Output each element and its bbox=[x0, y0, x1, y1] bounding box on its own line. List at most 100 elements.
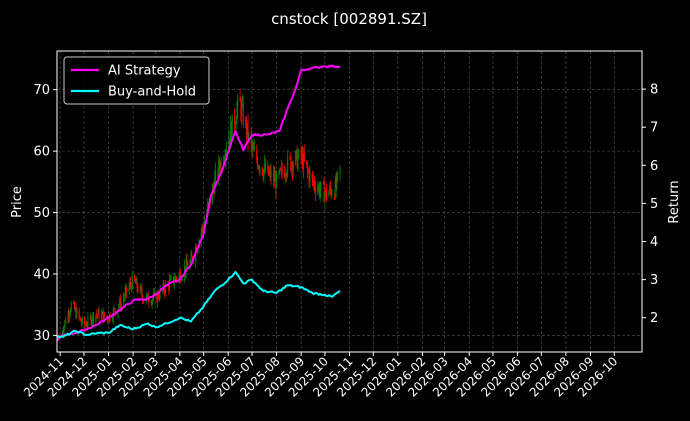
candle-body bbox=[69, 310, 71, 314]
candle-body bbox=[91, 320, 93, 324]
candle-body bbox=[284, 173, 285, 177]
legend-label: AI Strategy bbox=[108, 64, 181, 79]
candle-body bbox=[142, 295, 144, 302]
candle-body bbox=[295, 149, 297, 153]
candle-body bbox=[268, 165, 270, 175]
y-right-tick-label: 4 bbox=[650, 235, 658, 250]
candle-body bbox=[272, 174, 274, 180]
candle-body bbox=[59, 335, 61, 337]
candle-body bbox=[320, 182, 322, 191]
y-left-tick-label: 50 bbox=[33, 206, 50, 221]
candle-body bbox=[178, 273, 180, 280]
candle-body bbox=[62, 331, 64, 332]
candle-body bbox=[319, 190, 321, 195]
candle-body bbox=[314, 182, 316, 189]
candle-body bbox=[312, 178, 314, 183]
candle-body bbox=[73, 302, 75, 304]
candle-body bbox=[333, 194, 335, 198]
candle-body bbox=[241, 103, 243, 106]
candle-body bbox=[118, 306, 120, 309]
y-right-tick-label: 8 bbox=[650, 83, 658, 98]
y-left-tick-label: 60 bbox=[33, 145, 50, 160]
candle-body bbox=[67, 312, 69, 324]
candle-body bbox=[253, 147, 255, 150]
candle-body bbox=[176, 278, 178, 280]
candle-body bbox=[81, 318, 83, 324]
candle-body bbox=[92, 313, 94, 322]
series-lines bbox=[56, 64, 341, 342]
y-axis-left: 30 40 50 60 70 bbox=[33, 83, 57, 344]
candle-body bbox=[298, 149, 300, 158]
candle-body bbox=[124, 290, 126, 298]
candle-body bbox=[90, 316, 92, 324]
candle-body bbox=[134, 275, 136, 281]
candle-body bbox=[220, 159, 222, 171]
candle-body bbox=[92, 313, 94, 321]
candle-body bbox=[284, 174, 286, 177]
candle-body bbox=[200, 232, 202, 241]
candle-body bbox=[130, 282, 132, 286]
candle-body bbox=[302, 153, 304, 169]
candle-body bbox=[239, 96, 241, 102]
candle-body bbox=[68, 312, 70, 317]
candle-body bbox=[236, 108, 238, 122]
candle-body bbox=[311, 172, 313, 179]
candle-body bbox=[80, 317, 82, 322]
candle-body bbox=[134, 280, 136, 284]
series-line-ai-strategy bbox=[56, 64, 341, 342]
candle-body bbox=[78, 309, 80, 317]
candle-body bbox=[98, 310, 100, 319]
candle-body bbox=[318, 185, 320, 195]
candle-body bbox=[230, 122, 232, 139]
candle-body bbox=[237, 96, 239, 109]
candle-body bbox=[268, 172, 270, 175]
candle-body bbox=[120, 301, 122, 308]
candle-body bbox=[175, 276, 177, 279]
candle-body bbox=[262, 174, 264, 178]
y-left-tick-label: 40 bbox=[33, 267, 50, 282]
candle-body bbox=[306, 160, 308, 165]
candle-body bbox=[234, 123, 236, 125]
candle-body bbox=[181, 277, 183, 280]
candle-body bbox=[234, 114, 236, 124]
candle-body bbox=[119, 299, 121, 307]
candle-body bbox=[300, 149, 302, 158]
candle-body bbox=[187, 265, 189, 268]
candle-body bbox=[129, 282, 131, 287]
candle-body bbox=[85, 324, 87, 326]
candle-body bbox=[191, 255, 193, 257]
candle-body bbox=[161, 289, 163, 291]
y-left-tick-label: 70 bbox=[33, 83, 50, 98]
candle-body bbox=[330, 190, 332, 196]
candle-body bbox=[281, 167, 283, 174]
candle-body bbox=[63, 325, 65, 332]
legend-label: Buy-and-Hold bbox=[108, 85, 196, 100]
candle-body bbox=[156, 293, 158, 302]
candle-body bbox=[231, 114, 233, 139]
candle-body bbox=[74, 308, 76, 310]
candle-body bbox=[165, 283, 167, 293]
chart-title: cnstock [002891.SZ] bbox=[271, 10, 427, 28]
candle-body bbox=[264, 164, 266, 171]
candle-body bbox=[336, 175, 338, 189]
candle-body bbox=[76, 309, 78, 318]
y-right-tick-label: 6 bbox=[650, 159, 658, 174]
candle-body bbox=[326, 189, 328, 198]
candle-body bbox=[222, 159, 224, 163]
candle-body bbox=[215, 170, 217, 179]
candle-body bbox=[264, 164, 266, 172]
candle-body bbox=[278, 172, 280, 174]
candle-body bbox=[261, 167, 263, 175]
candle-body bbox=[317, 189, 319, 193]
candle-body bbox=[306, 164, 308, 170]
candle-body bbox=[228, 138, 230, 150]
candle-body bbox=[337, 172, 339, 176]
candle-body bbox=[246, 122, 248, 136]
candle-body bbox=[103, 312, 105, 321]
candle-body bbox=[245, 120, 247, 136]
candle-body bbox=[168, 283, 170, 289]
candle-body bbox=[258, 166, 260, 170]
candle-body bbox=[170, 276, 172, 278]
candle-body bbox=[273, 174, 275, 182]
candle-body bbox=[226, 149, 228, 152]
